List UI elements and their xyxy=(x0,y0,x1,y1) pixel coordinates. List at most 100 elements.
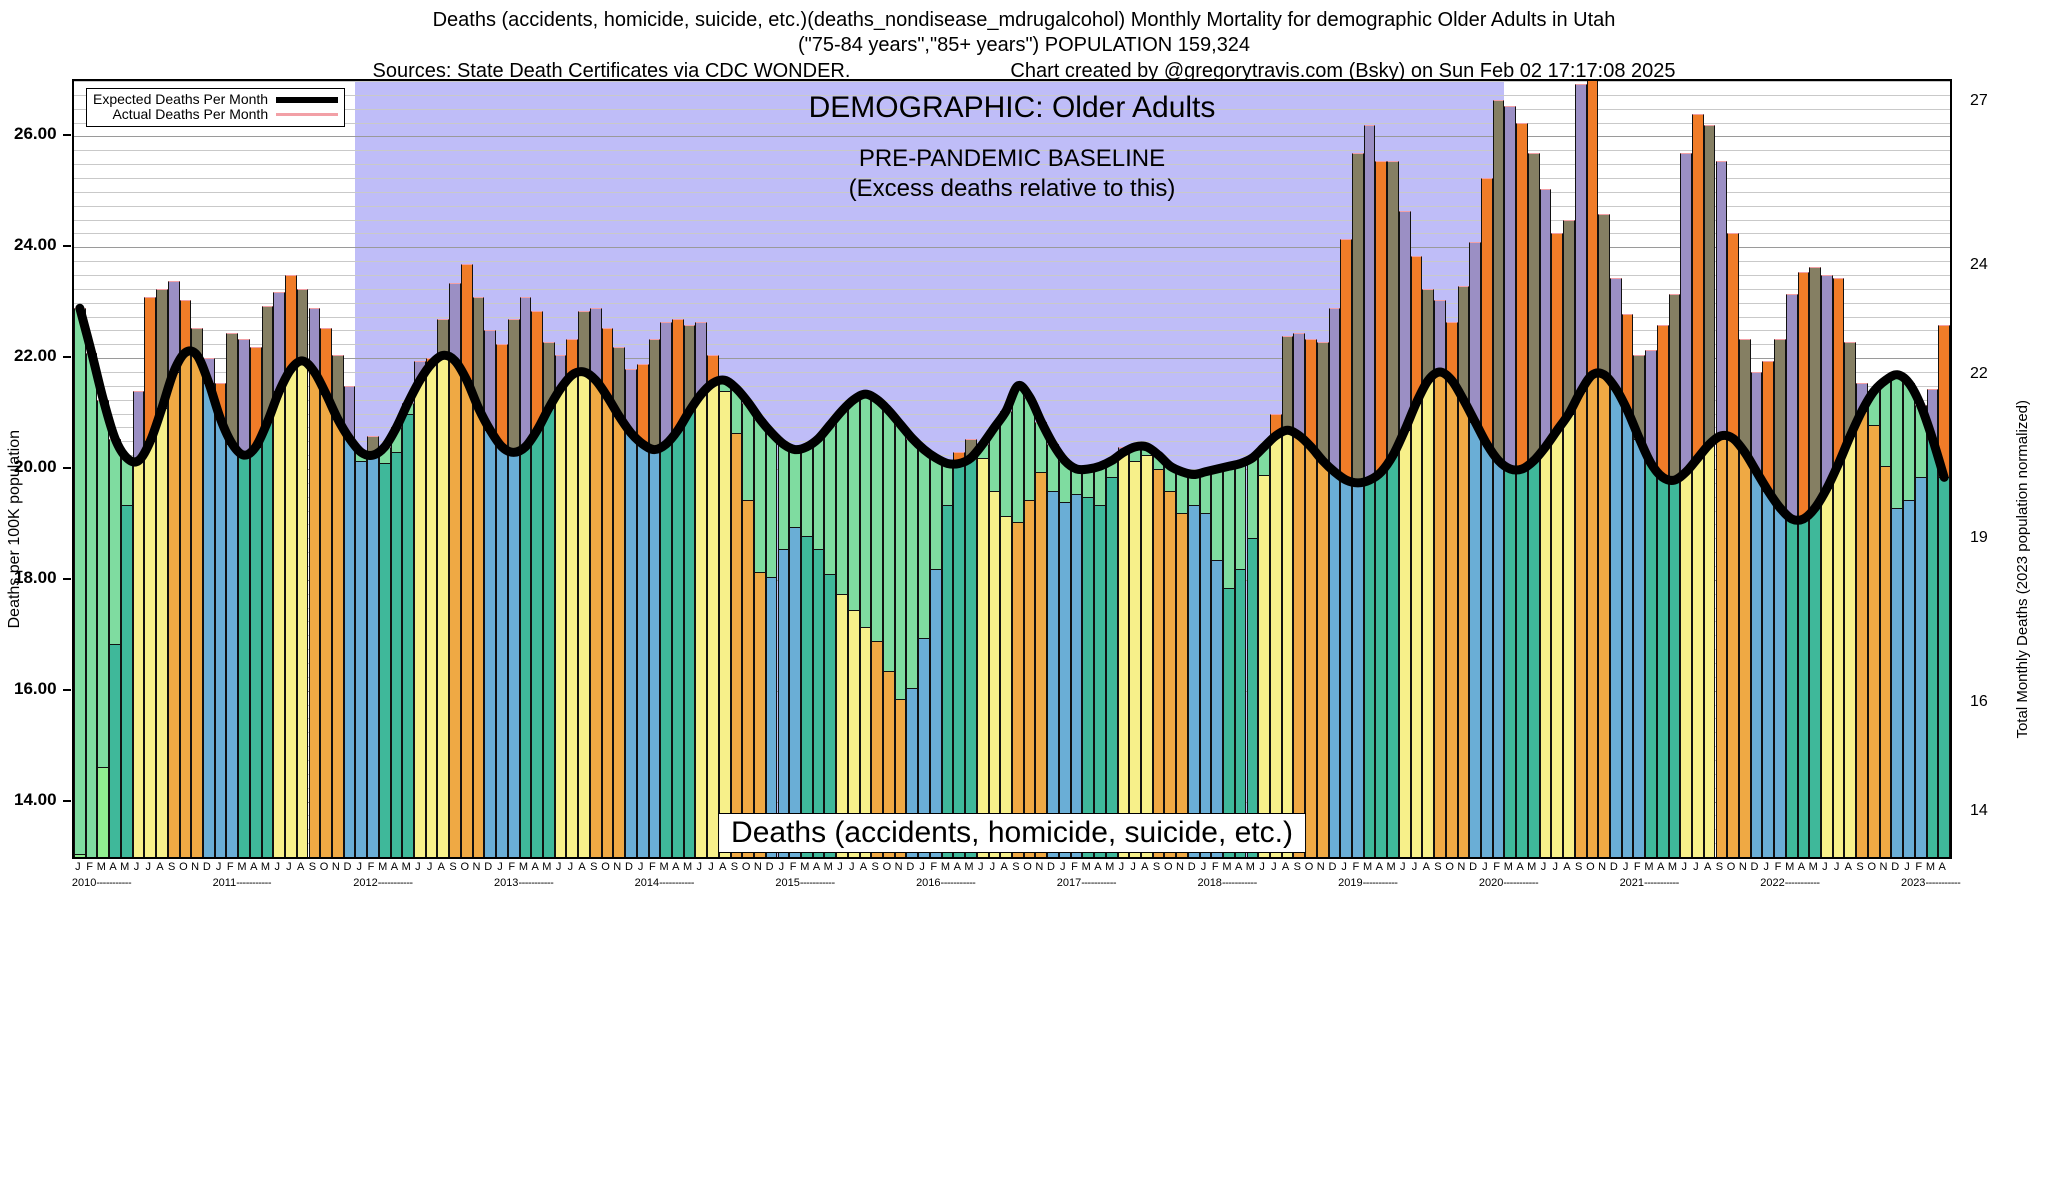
x-tick-month: A xyxy=(1141,861,1149,873)
bar-segment-excess xyxy=(331,355,344,420)
bar-segment-excess xyxy=(1457,286,1470,400)
bar-segment-deficit xyxy=(74,308,86,855)
bar-segment-baseline xyxy=(1879,466,1892,857)
bar-segment-deficit xyxy=(1164,466,1177,492)
y-tick-label-right: 14 xyxy=(1970,802,1988,820)
x-tick-month: F xyxy=(1493,861,1500,873)
bar-segment-baseline xyxy=(625,432,637,857)
x-tick-month: M xyxy=(401,861,411,873)
bar-segment-baseline xyxy=(249,446,262,857)
x-tick-month: F xyxy=(649,861,656,873)
x-tick-month: M xyxy=(96,861,106,873)
demographic-annotation: DEMOGRAPHIC: Older Adults xyxy=(808,91,1216,124)
bar-segment-baseline xyxy=(1305,446,1317,857)
x-tick-month: J xyxy=(1259,861,1265,873)
x-tick-month: A xyxy=(437,861,445,873)
bar-segment-baseline xyxy=(589,380,602,857)
bar-segment-baseline xyxy=(1469,421,1481,857)
bar-segment-baseline xyxy=(1293,435,1306,857)
bar-segment-baseline xyxy=(1750,471,1763,857)
x-tick-month: J xyxy=(1763,861,1770,873)
bar-segment-baseline xyxy=(988,491,1001,857)
x-tick-month: J xyxy=(426,861,433,873)
x-tick-month: N xyxy=(191,861,200,873)
x-tick-month: N xyxy=(1176,861,1184,873)
bar-segment-baseline xyxy=(789,527,801,857)
x-tick-month: F xyxy=(367,861,375,873)
bar-segment-baseline xyxy=(1082,496,1095,857)
gridline xyxy=(74,178,1950,179)
y-tick-label-right: 16 xyxy=(1970,692,1988,710)
x-tick-month: J xyxy=(1833,861,1840,873)
bar-segment-excess xyxy=(144,297,157,442)
x-tick-month: A xyxy=(156,861,164,873)
x-tick-month: A xyxy=(1844,861,1852,873)
bar-segment-baseline xyxy=(1645,463,1657,857)
x-tick-month: J xyxy=(848,861,855,873)
gridline xyxy=(74,261,1950,263)
bar-segment-baseline xyxy=(320,394,332,857)
bar-segment-baseline xyxy=(929,568,942,857)
bar-segment-baseline xyxy=(1809,507,1822,857)
bar-segment-deficit xyxy=(800,446,813,536)
bar-segment-baseline xyxy=(1375,471,1388,857)
x-tick-year: 2012----------- xyxy=(353,877,413,889)
x-tick-month: A xyxy=(1422,861,1430,873)
bar-segment-excess xyxy=(613,347,626,417)
gridline xyxy=(74,275,1950,276)
bar-segment-excess xyxy=(531,311,543,431)
gridline xyxy=(74,205,1950,207)
x-tick-month: M xyxy=(518,861,528,873)
bar-segment-baseline xyxy=(566,374,579,857)
bar-segment-baseline xyxy=(1234,568,1247,857)
y-tick-label-right: 24 xyxy=(1970,255,1988,273)
bar-segment-deficit xyxy=(718,380,731,392)
x-tick-month: O xyxy=(1867,861,1877,873)
bar-segment-deficit xyxy=(1058,460,1071,503)
bar-segment-deficit xyxy=(97,399,110,768)
bar-segment-baseline xyxy=(554,388,567,857)
bar-segment-deficit xyxy=(742,402,755,500)
x-tick-year: 2020----------- xyxy=(1478,877,1539,889)
bar-segment-excess xyxy=(296,288,309,361)
legend-label-actual: Actual Deaths Per Month xyxy=(112,106,269,122)
bar-segment-excess xyxy=(285,275,297,370)
bar-segment-deficit xyxy=(1246,457,1259,539)
bar-segment-excess xyxy=(1938,324,1950,478)
bar-segment-baseline xyxy=(1844,435,1857,857)
bar-segment-deficit xyxy=(1012,385,1024,522)
x-tick-month: S xyxy=(1856,861,1864,873)
x-tick-month: J xyxy=(555,861,562,873)
cause-of-death-annotation: Deaths (accidents, homicide, suicide, et… xyxy=(718,813,1306,853)
bar-segment-baseline xyxy=(191,355,203,857)
bar-segment-deficit xyxy=(1879,380,1892,467)
bar-segment-excess xyxy=(1563,219,1575,414)
y-tick-label-left: 20.00 xyxy=(14,457,57,476)
x-tick-month: O xyxy=(179,861,188,873)
bar-segment-deficit xyxy=(1000,410,1012,517)
x-tick-month: M xyxy=(1081,861,1091,873)
bar-segment-excess xyxy=(1269,413,1282,436)
bar-segment-baseline xyxy=(1492,460,1505,857)
bar-segment-deficit xyxy=(109,438,121,644)
bar-segment-baseline xyxy=(1246,538,1259,857)
x-tick-month: M xyxy=(1245,861,1255,873)
x-tick-month: S xyxy=(871,861,879,873)
bar-segment-baseline xyxy=(1774,507,1786,857)
x-tick-month: M xyxy=(940,861,951,873)
x-tick-month: F xyxy=(1915,861,1923,873)
x-tick-year: 2015----------- xyxy=(775,877,835,889)
bar-segment-baseline xyxy=(1187,505,1200,857)
bar-segment-baseline xyxy=(1926,438,1939,857)
x-tick-year: 2010----------- xyxy=(71,877,132,889)
x-tick-month: F xyxy=(1071,861,1078,873)
x-tick-month: D xyxy=(1187,861,1196,873)
bar-segment-excess xyxy=(167,280,180,372)
x-tick-month: J xyxy=(497,861,503,873)
bar-segment-excess xyxy=(496,344,508,447)
bar-segment-baseline xyxy=(120,505,133,857)
bar-segment-excess xyxy=(238,338,250,456)
x-tick-month: D xyxy=(1047,861,1056,873)
bar-segment-deficit xyxy=(1211,469,1224,561)
x-tick-month: M xyxy=(1527,861,1537,873)
